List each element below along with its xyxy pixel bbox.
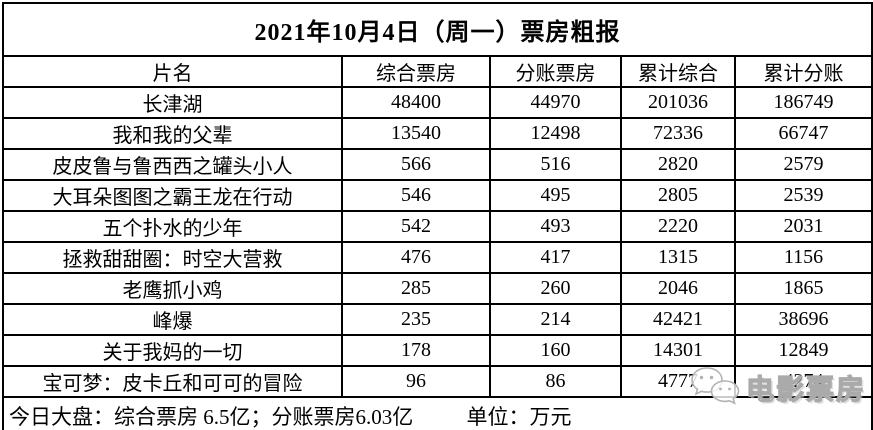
table-row: 长津湖 48400 44970 201036 186749	[2, 86, 873, 119]
col-header-gross-total: 累计综合	[620, 55, 736, 88]
table-row: 老鹰抓小鸡 285 260 2046 1865	[2, 272, 873, 305]
value-cell: 201036	[620, 86, 736, 119]
value-cell: 495	[489, 179, 622, 212]
film-name-cell: 我和我的父辈	[2, 117, 343, 150]
value-cell: 12849	[733, 334, 873, 367]
value-cell: 546	[341, 179, 491, 212]
table-row: 皮皮鲁与鲁西西之罐头小人 566 516 2820 2579	[2, 148, 873, 181]
value-cell: 542	[341, 210, 491, 243]
value-cell: 48400	[341, 86, 491, 119]
table-row: 宝可梦：皮卡丘和可可的冒险 96 86 4777 4274	[2, 365, 873, 398]
value-cell: 285	[341, 272, 491, 305]
value-cell: 66747	[733, 117, 873, 150]
col-header-split-daily: 分账票房	[489, 55, 622, 88]
summary-row: 今日大盘：综合票房 6.5亿；分账票房6.03亿 单位：万元	[1, 396, 873, 430]
value-cell: 12498	[489, 117, 622, 150]
value-cell: 260	[489, 272, 622, 305]
value-cell: 417	[489, 241, 622, 274]
value-cell: 160	[489, 334, 622, 367]
col-header-film-name: 片名	[2, 55, 343, 88]
film-name-cell: 宝可梦：皮卡丘和可可的冒险	[2, 365, 343, 398]
value-cell: 2031	[733, 210, 873, 243]
table-row: 峰爆 235 214 42421 38696	[2, 303, 873, 336]
value-cell: 235	[341, 303, 491, 336]
value-cell: 2805	[620, 179, 736, 212]
table-row: 我和我的父辈 13540 12498 72336 66747	[2, 117, 873, 150]
value-cell: 72336	[620, 117, 736, 150]
summary-cell: 今日大盘：综合票房 6.5亿；分账票房6.03亿 单位：万元	[1, 396, 873, 430]
value-cell: 4274	[733, 365, 873, 398]
col-header-gross-daily: 综合票房	[341, 55, 491, 88]
value-cell: 44970	[489, 86, 622, 119]
film-name-cell: 大耳朵图图之霸王龙在行动	[2, 179, 343, 212]
header-row: 片名 综合票房 分账票房 累计综合 累计分账	[2, 55, 873, 88]
table-row: 大耳朵图图之霸王龙在行动 546 495 2805 2539	[2, 179, 873, 212]
value-cell: 1865	[733, 272, 873, 305]
film-name-cell: 长津湖	[2, 86, 343, 119]
value-cell: 42421	[620, 303, 736, 336]
value-cell: 214	[489, 303, 622, 336]
value-cell: 2539	[733, 179, 873, 212]
value-cell: 178	[341, 334, 491, 367]
value-cell: 2820	[620, 148, 736, 181]
value-cell: 186749	[733, 86, 873, 119]
film-name-cell: 皮皮鲁与鲁西西之罐头小人	[2, 148, 343, 181]
value-cell: 96	[341, 365, 491, 398]
value-cell: 566	[341, 148, 491, 181]
film-name-cell: 关于我妈的一切	[2, 334, 343, 367]
value-cell: 516	[489, 148, 622, 181]
value-cell: 4777	[620, 365, 736, 398]
col-header-split-total: 累计分账	[733, 55, 873, 88]
table-row: 关于我妈的一切 178 160 14301 12849	[2, 334, 873, 367]
film-name-cell: 五个扑水的少年	[2, 210, 343, 243]
value-cell: 1156	[733, 241, 873, 274]
value-cell: 2220	[620, 210, 736, 243]
value-cell: 2579	[733, 148, 873, 181]
value-cell: 1315	[620, 241, 736, 274]
value-cell: 38696	[733, 303, 873, 336]
film-name-cell: 拯救甜甜圈：时空大营救	[2, 241, 343, 274]
table-row: 五个扑水的少年 542 493 2220 2031	[2, 210, 873, 243]
daily-total-summary: 今日大盘：综合票房 6.5亿；分账票房6.03亿	[9, 405, 414, 429]
unit-label: 单位：万元	[466, 405, 572, 429]
value-cell: 493	[489, 210, 622, 243]
value-cell: 476	[341, 241, 491, 274]
value-cell: 86	[489, 365, 622, 398]
title-row: 2021年10月4日（周一）票房粗报	[1, 2, 873, 57]
value-cell: 13540	[341, 117, 491, 150]
value-cell: 2046	[620, 272, 736, 305]
value-cell: 14301	[620, 334, 736, 367]
film-name-cell: 老鹰抓小鸡	[2, 272, 343, 305]
film-name-cell: 峰爆	[2, 303, 343, 336]
table-row: 拯救甜甜圈：时空大营救 476 417 1315 1156	[2, 241, 873, 274]
report-title: 2021年10月4日（周一）票房粗报	[1, 2, 873, 57]
